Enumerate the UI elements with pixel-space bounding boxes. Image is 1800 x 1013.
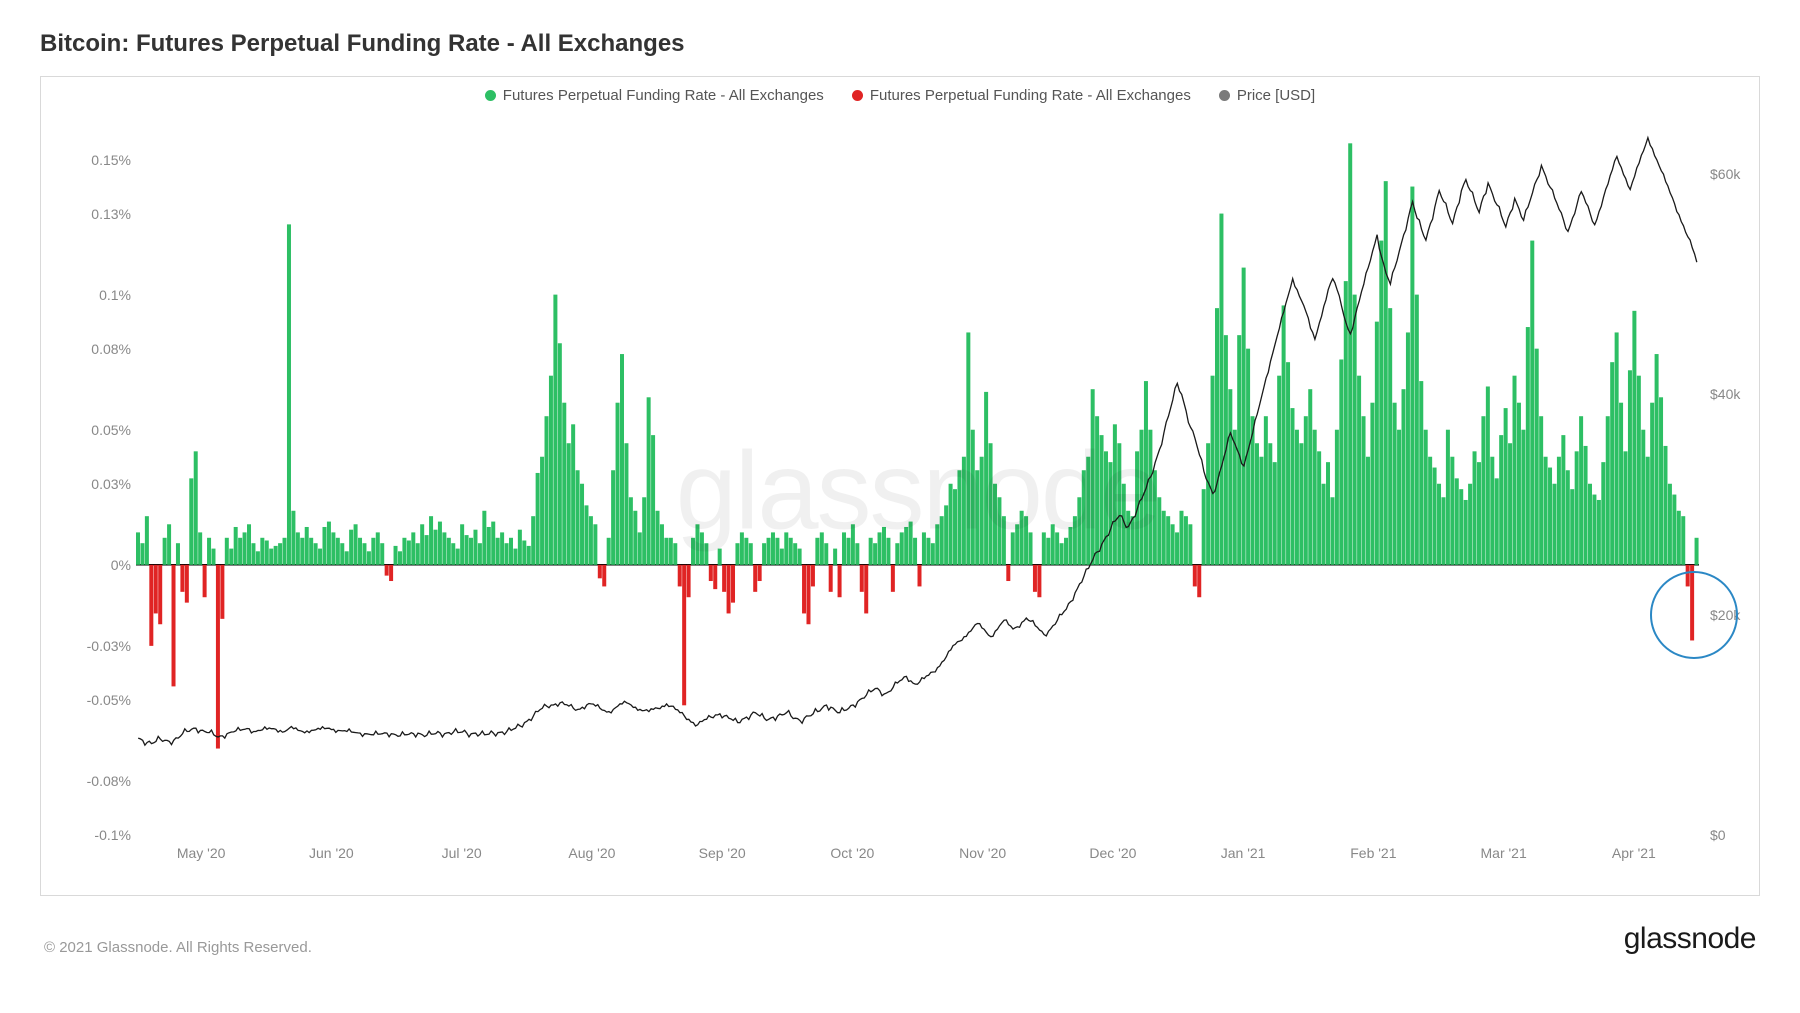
legend: Futures Perpetual Funding Rate - All Exc… [41, 77, 1759, 111]
x-tick: Jul '20 [442, 845, 482, 861]
x-tick: Feb '21 [1350, 845, 1396, 861]
y-left-tick: 0.13% [41, 206, 131, 222]
y-left-tick: -0.08% [41, 773, 131, 789]
chart-frame: Futures Perpetual Funding Rate - All Exc… [40, 76, 1760, 896]
x-tick: Mar '21 [1481, 845, 1527, 861]
price-line [138, 138, 1697, 746]
legend-item: Price [USD] [1219, 87, 1315, 104]
y-right-tick: $40k [1710, 386, 1765, 402]
chart-svg [136, 119, 1699, 835]
brand-logo: glassnode [1624, 922, 1756, 956]
y-right-tick: $0 [1710, 827, 1765, 843]
x-axis: May '20 Jun '20 Jul '20 Aug '20 Sep '20 Oct '… [136, 845, 1699, 875]
y-right-tick: $20k [1710, 607, 1765, 623]
y-left-tick: -0.03% [41, 638, 131, 654]
y-left-tick: 0% [41, 557, 131, 573]
legend-swatch [852, 90, 863, 101]
chart-title: Bitcoin: Futures Perpetual Funding Rate … [40, 30, 1760, 58]
y-left-tick: -0.1% [41, 827, 131, 843]
y-left-tick: 0.08% [41, 341, 131, 357]
x-tick: Nov '20 [959, 845, 1006, 861]
legend-label: Price [USD] [1237, 87, 1315, 104]
legend-swatch [485, 90, 496, 101]
x-tick: Apr '21 [1612, 845, 1656, 861]
legend-item: Futures Perpetual Funding Rate - All Exc… [852, 87, 1191, 104]
y-axis-left: 0.15% 0.13% 0.1% 0.08% 0.05% 0.03% 0% -0.03% -0.… [41, 119, 131, 835]
x-tick: May '20 [177, 845, 226, 861]
y-left-tick: 0.03% [41, 476, 131, 492]
x-tick: Sep '20 [699, 845, 746, 861]
legend-item: Futures Perpetual Funding Rate - All Exc… [485, 87, 824, 104]
legend-swatch [1219, 90, 1230, 101]
legend-label: Futures Perpetual Funding Rate - All Exc… [870, 87, 1191, 104]
y-left-tick: -0.05% [41, 692, 131, 708]
y-left-tick: 0.1% [41, 287, 131, 303]
y-axis-right: $60k$40k$20k$0 [1704, 119, 1759, 835]
x-tick: Jun '20 [309, 845, 354, 861]
x-tick: Oct '20 [830, 845, 874, 861]
plot-area: glassnode [136, 119, 1699, 835]
x-tick: Jan '21 [1221, 845, 1266, 861]
copyright: © 2021 Glassnode. All Rights Reserved. [44, 939, 312, 956]
legend-label: Futures Perpetual Funding Rate - All Exc… [503, 87, 824, 104]
x-tick: Aug '20 [568, 845, 615, 861]
y-left-tick: 0.15% [41, 152, 131, 168]
y-right-tick: $60k [1710, 166, 1765, 182]
y-left-tick: 0.05% [41, 422, 131, 438]
x-tick: Dec '20 [1089, 845, 1136, 861]
